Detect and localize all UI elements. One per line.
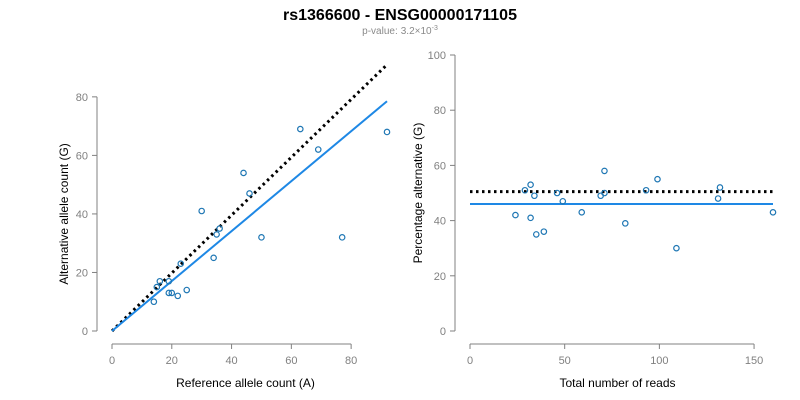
left-x-tick-label: 60 (285, 355, 297, 367)
right-x-tick-label: 50 (559, 355, 571, 367)
right-data-point (531, 192, 538, 200)
left-y-tick-label: 40 (76, 209, 88, 221)
right-y-tick-label: 100 (428, 50, 446, 62)
left-x-tick-label: 0 (109, 355, 115, 367)
left-y-tick-label: 0 (82, 326, 88, 338)
percentage-panel: 0 50 100 150 0 20 40 60 80 100 Total number of rea… (411, 50, 777, 390)
right-x-tick-label: 0 (467, 355, 473, 367)
pvalue-mantissa: 3.2 (401, 26, 415, 37)
right-y-tick-label: 0 (440, 326, 446, 338)
left-x-tick-label: 20 (166, 355, 178, 367)
left-y-tick-label: 60 (76, 150, 88, 162)
left-fit-line (111, 100, 388, 332)
right-data-point (716, 184, 724, 191)
right-data-point (714, 195, 722, 202)
right-x-tick-label: 100 (650, 355, 668, 367)
left-data-point (150, 298, 158, 306)
left-data-point (165, 277, 173, 285)
pvalue-times: ×10 (415, 26, 432, 37)
right-data-point (673, 244, 680, 252)
right-y-axis-label: Percentage alternative (G) (411, 123, 425, 264)
left-data-point (240, 169, 247, 177)
left-data-point (338, 234, 346, 241)
right-x-axis-label: Total number of reads (559, 376, 675, 390)
right-data-point (601, 167, 608, 175)
pvalue-exponent: -3 (432, 25, 438, 32)
left-data-point (246, 190, 253, 197)
figure-title: rs1366600 - ENSG00000171105 (283, 7, 517, 24)
left-data-point (258, 234, 265, 241)
right-data-point (540, 228, 548, 235)
left-x-axis-label: Reference allele count (A) (176, 376, 315, 390)
left-data-point (183, 286, 191, 294)
right-data-point (642, 186, 650, 194)
left-data-point (297, 125, 304, 133)
left-reference-line (110, 63, 389, 333)
right-data-point (527, 214, 534, 222)
right-data-point (553, 189, 561, 197)
left-data-point (168, 289, 176, 297)
right-data-point (532, 231, 540, 238)
left-data-point (165, 289, 173, 297)
left-y-axis-label: Alternative allele count (G) (57, 143, 71, 284)
left-data-point (198, 207, 205, 215)
right-data-point (578, 209, 586, 216)
pvalue-label: p-value: (362, 26, 398, 37)
right-data-point (601, 189, 608, 197)
left-data-point (213, 231, 220, 238)
left-data-point (156, 277, 164, 285)
right-data-point (527, 181, 534, 189)
left-x-tick-label: 40 (225, 355, 237, 367)
left-data-point (153, 283, 161, 291)
left-data-point (174, 292, 182, 300)
right-x-tick-label: 150 (745, 355, 763, 367)
right-data-point (621, 220, 629, 227)
right-data-point (654, 175, 661, 183)
right-data-point (597, 192, 604, 200)
right-data-point (559, 197, 567, 205)
right-data-point (769, 209, 777, 216)
right-y-tick-label: 40 (434, 216, 446, 228)
left-data-point (383, 128, 391, 136)
right-y-tick-label: 80 (434, 105, 446, 117)
right-data-point (512, 211, 519, 219)
allele-count-panel: 0 20 40 60 80 0 20 40 60 80 Reference allele count… (57, 63, 391, 390)
left-y-tick-label: 80 (76, 92, 88, 104)
pvalue-subtitle: p-value: 3.2×10-3 (362, 25, 438, 37)
right-y-tick-label: 60 (434, 160, 446, 172)
left-x-tick-label: 80 (345, 355, 357, 367)
left-y-tick-label: 20 (76, 267, 88, 279)
right-data-point (521, 186, 529, 194)
left-data-point (216, 225, 223, 232)
left-data-point (210, 254, 217, 262)
left-data-point (177, 260, 185, 267)
right-y-tick-label: 20 (434, 271, 446, 283)
left-data-point (314, 146, 322, 153)
